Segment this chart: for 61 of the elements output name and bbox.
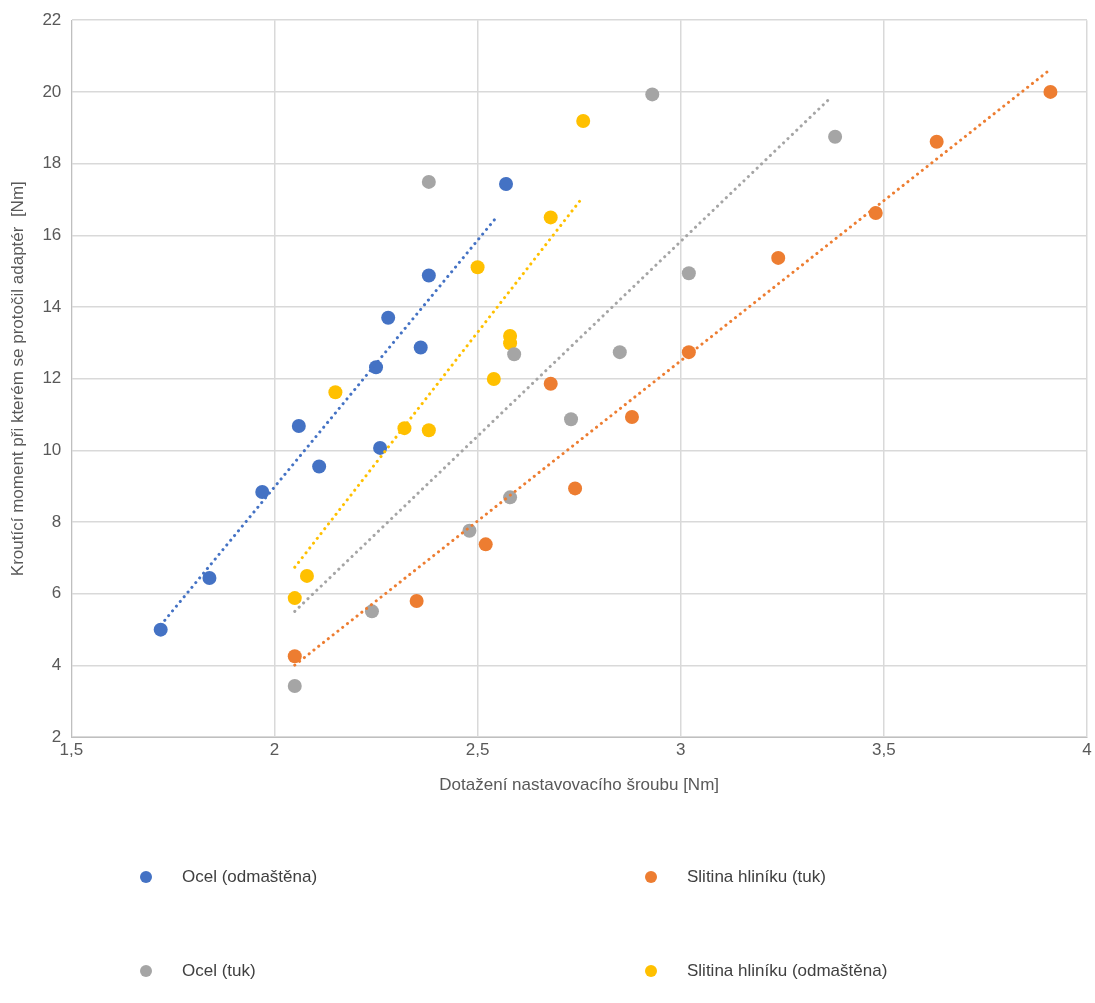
point bbox=[543, 210, 558, 225]
x-tick-label: 3 bbox=[675, 740, 686, 760]
point bbox=[499, 177, 514, 192]
point bbox=[291, 419, 306, 434]
point bbox=[624, 410, 639, 425]
point bbox=[421, 423, 436, 438]
x-tick-label: 2,5 bbox=[465, 740, 490, 760]
point bbox=[312, 459, 327, 474]
point bbox=[364, 604, 379, 619]
legend-label: Ocel (odmaštěna) bbox=[182, 867, 318, 887]
point bbox=[507, 347, 522, 362]
point bbox=[929, 134, 944, 149]
point bbox=[409, 593, 424, 608]
point bbox=[771, 250, 786, 265]
y-tick-label: 20 bbox=[42, 81, 62, 101]
point bbox=[576, 113, 591, 128]
point bbox=[287, 649, 302, 664]
point bbox=[255, 484, 270, 499]
y-tick-label: 10 bbox=[42, 440, 62, 460]
legend-label: Slitina hliníku (odmaštěna) bbox=[687, 961, 888, 981]
y-tick-label: 16 bbox=[42, 224, 62, 244]
point bbox=[421, 268, 436, 283]
point bbox=[153, 622, 168, 637]
point bbox=[413, 340, 428, 355]
y-tick-label: 14 bbox=[42, 296, 62, 316]
legend-label: Slitina hliníku (tuk) bbox=[687, 867, 826, 887]
point bbox=[478, 537, 493, 552]
point bbox=[421, 174, 436, 189]
y-tick-label: 6 bbox=[51, 583, 62, 603]
point bbox=[681, 345, 696, 360]
point bbox=[564, 412, 579, 427]
y-tick-label: 22 bbox=[42, 9, 62, 29]
x-tick-label: 4 bbox=[1082, 740, 1092, 760]
y-tick-label: 8 bbox=[51, 511, 62, 531]
legend-label: Ocel (tuk) bbox=[182, 961, 256, 981]
point bbox=[868, 206, 883, 221]
point bbox=[543, 376, 558, 391]
x-tick-label: 1,5 bbox=[59, 740, 84, 760]
point bbox=[645, 87, 660, 102]
point bbox=[828, 129, 843, 144]
point bbox=[328, 385, 343, 400]
x-tick-label: 2 bbox=[269, 740, 280, 760]
point bbox=[486, 372, 501, 387]
point bbox=[568, 481, 583, 496]
y-tick-label: 4 bbox=[51, 655, 62, 675]
y-axis-title: Kroutící moment při kterém se protočil adaptér [Nm] bbox=[7, 181, 27, 577]
point bbox=[470, 260, 485, 275]
y-tick-label: 2 bbox=[51, 726, 62, 746]
point bbox=[287, 591, 302, 606]
point bbox=[381, 310, 396, 325]
x-tick-label: 3,5 bbox=[872, 740, 896, 760]
point bbox=[612, 345, 627, 360]
point bbox=[1043, 84, 1058, 99]
point bbox=[681, 266, 696, 281]
point bbox=[373, 440, 388, 455]
point bbox=[287, 678, 302, 693]
y-tick-label: 18 bbox=[42, 153, 62, 173]
point bbox=[299, 568, 314, 583]
point bbox=[202, 571, 217, 586]
y-tick-label: 12 bbox=[42, 368, 62, 388]
x-axis-title: Dotažení nastavovacího šroubu [Nm] bbox=[439, 775, 720, 795]
